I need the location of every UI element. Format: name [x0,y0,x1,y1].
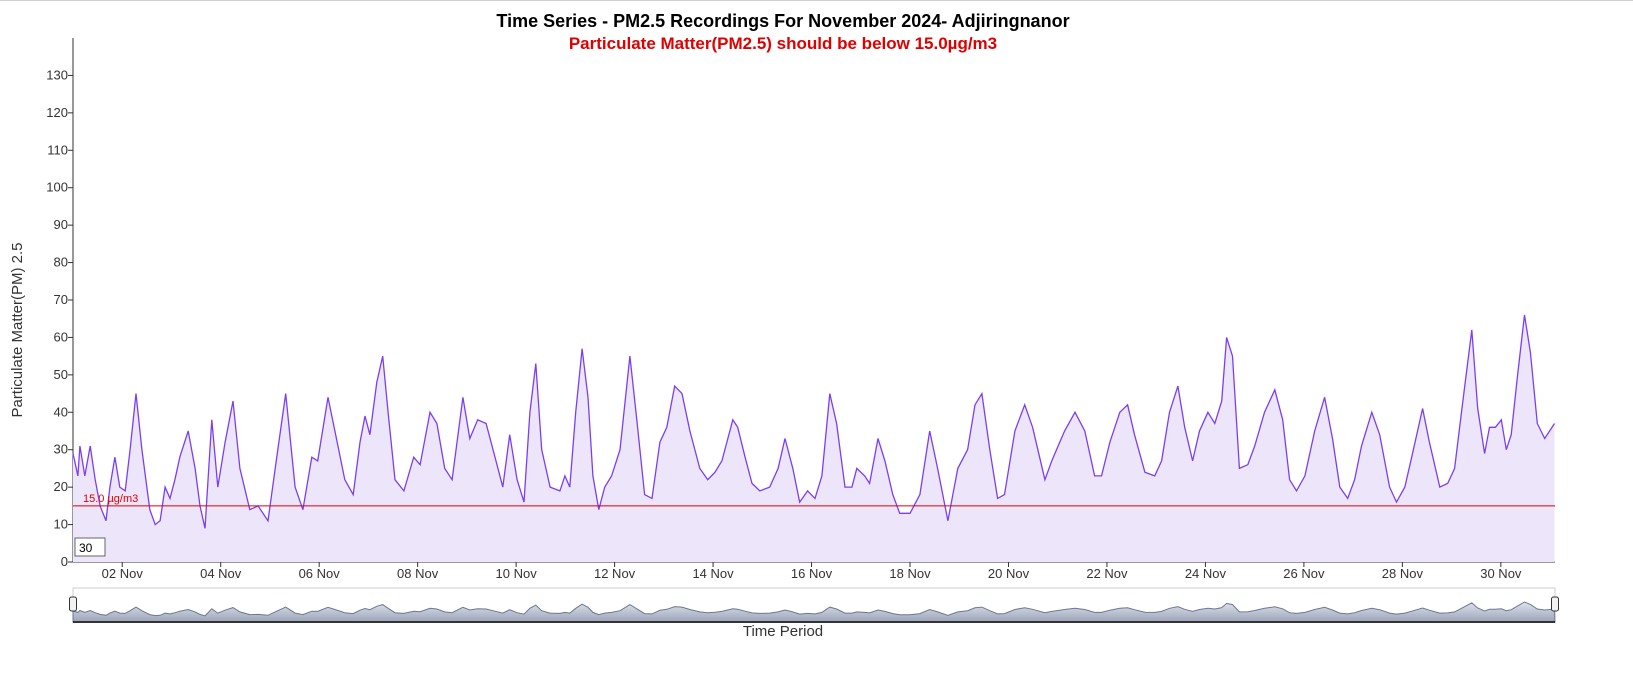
x-tick-label: 04 Nov [200,566,242,581]
area [73,315,1555,562]
y-tick-label: 40 [54,404,68,419]
x-tick-label: 30 Nov [1480,566,1522,581]
y-axis-label: Particulate Matter(PM) 2.5 [9,242,26,417]
x-axis-label: Time Period [743,623,823,640]
navigator-handle[interactable] [1551,596,1559,612]
x-tick-label: 16 Nov [791,566,833,581]
chart-title: Time Series - PM2.5 Recordings For Novem… [496,11,1069,31]
y-tick-label: 10 [54,517,68,532]
threshold-label: 15.0 µg/m3 [83,493,138,505]
x-tick-label: 22 Nov [1086,566,1128,581]
y-tick-label: 20 [54,479,68,494]
line [72,314,1556,529]
range-input[interactable] [74,537,106,557]
y-tick-label: 30 [54,442,68,457]
x-tick-label: 06 Nov [299,566,341,581]
y-tick-label: 90 [54,217,68,232]
x-tick-label: 20 Nov [988,566,1030,581]
range-input-value[interactable]: 30 [79,541,93,555]
x-tick-label: 10 Nov [496,566,538,581]
y-tick-label: 120 [46,105,68,120]
y-tick-label: 0 [61,554,68,569]
x-tick-label: 18 Nov [889,566,931,581]
y-tick-label: 80 [54,255,68,270]
x-tick-label: 12 Nov [594,566,636,581]
y-tick-label: 110 [47,142,68,157]
chart-subtitle: Particulate Matter(PM2.5) should be belo… [569,34,997,53]
y-tick-label: 100 [46,180,68,195]
y-tick-label: 60 [54,329,68,344]
x-tick-label: 24 Nov [1185,566,1227,581]
navigator-handle[interactable] [69,596,77,612]
x-tick-label: 28 Nov [1382,566,1424,581]
x-tick-label: 26 Nov [1283,566,1325,581]
y-tick-label: 70 [54,292,68,307]
x-tick-label: 14 Nov [692,566,734,581]
x-tick-label: 08 Nov [397,566,439,581]
y-tick-label: 50 [54,367,68,382]
y-tick-label: 130 [46,67,68,82]
x-tick-label: 02 Nov [102,566,144,581]
navigator-area [72,601,1556,623]
